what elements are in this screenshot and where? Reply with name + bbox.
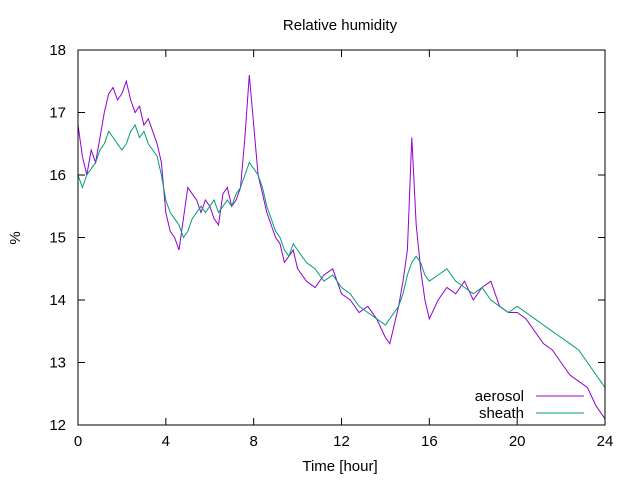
legend-label-aerosol: aerosol bbox=[475, 388, 524, 405]
x-tick-label: 12 bbox=[333, 433, 350, 450]
series-line-aerosol bbox=[77, 74, 606, 420]
x-tick-label: 16 bbox=[421, 433, 438, 450]
y-tick-label: 15 bbox=[49, 230, 66, 247]
ticks-layer: 0 4 8 12 16 20 24 12 13 14 15 16 17 18 bbox=[49, 42, 613, 450]
plot-frame bbox=[77, 49, 606, 426]
y-tick-label: 13 bbox=[49, 355, 66, 372]
y-tick-label: 16 bbox=[49, 167, 66, 184]
x-axis-label: Time [hour] bbox=[302, 458, 377, 475]
y-axis-label: % bbox=[7, 231, 24, 244]
x-tick-label: 0 bbox=[74, 433, 82, 450]
x-tick-label: 20 bbox=[509, 433, 526, 450]
series-line-sheath bbox=[77, 123, 606, 388]
y-tick-label: 18 bbox=[49, 42, 66, 59]
y-tick-label: 17 bbox=[49, 105, 66, 122]
y-tick-label: 12 bbox=[49, 417, 66, 434]
chart-title: Relative humidity bbox=[283, 17, 398, 34]
legend-label-sheath: sheath bbox=[479, 405, 524, 422]
x-tick-label: 8 bbox=[249, 433, 257, 450]
series-layer bbox=[77, 74, 606, 420]
x-tick-label: 24 bbox=[597, 433, 614, 450]
y-tick-label: 14 bbox=[49, 292, 66, 309]
x-tick-label: 4 bbox=[162, 433, 170, 450]
